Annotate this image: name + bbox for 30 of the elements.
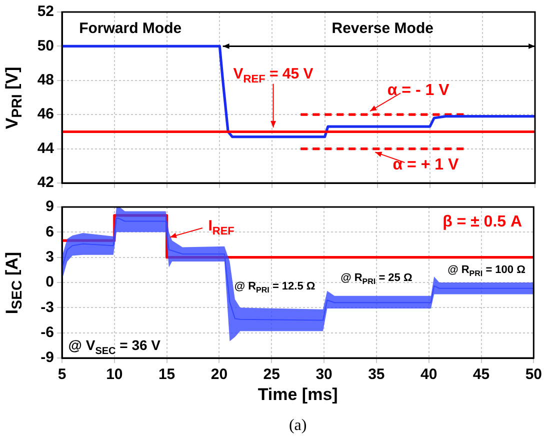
x-tick-label: 30	[316, 366, 332, 384]
y-tick-label: 3	[46, 248, 54, 266]
y-tick-label: 48	[37, 72, 54, 89]
x-tick-label: 10	[106, 366, 123, 384]
y-tick-label: 50	[37, 37, 54, 54]
x-tick-label: 50	[525, 366, 542, 384]
y-tick-label: 0	[46, 274, 54, 291]
y-tick-label: 44	[37, 140, 55, 157]
text: (a)	[288, 417, 307, 435]
y-tick-label: 6	[46, 223, 54, 240]
y-tick-label: 42	[37, 174, 54, 192]
y-tick-label: -3	[40, 298, 54, 316]
x-axis-title: Time [ms]	[258, 385, 338, 405]
annotation: Forward Mode	[79, 20, 182, 38]
annotation: β = ± 0.5 A	[442, 214, 522, 231]
y-tick-label: 46	[37, 106, 54, 123]
x-tick-label: 40	[420, 366, 438, 384]
x-tick-label: 20	[210, 366, 228, 384]
x-tick-label: 25	[263, 366, 280, 384]
x-tick-label: 35	[368, 366, 385, 384]
x-tick-label: 45	[472, 366, 490, 384]
annotation: Reverse Mode	[332, 20, 434, 38]
y-tick-label: 9	[46, 198, 54, 216]
x-tick-label: 5	[58, 366, 66, 384]
x-tick-label: 15	[158, 366, 176, 384]
y-tick-label: 52	[37, 3, 54, 20]
y-tick-label: -9	[40, 349, 54, 366]
y-tick-label: -6	[40, 324, 54, 341]
annotation: α = + 1 V	[392, 156, 459, 174]
annotation: α = - 1 V	[387, 82, 450, 100]
